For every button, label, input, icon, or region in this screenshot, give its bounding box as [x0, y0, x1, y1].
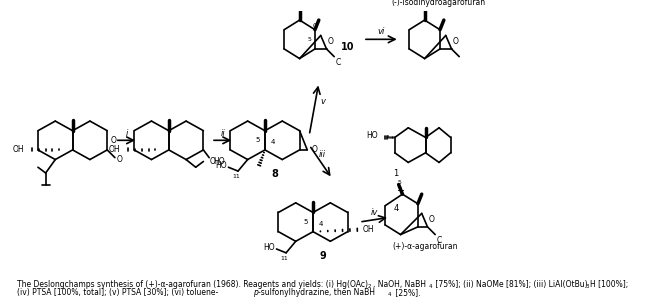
Text: 11: 11 — [232, 174, 240, 179]
Text: O: O — [117, 155, 123, 164]
Text: p: p — [254, 288, 258, 297]
Text: (-)-isodihydroagarofuran: (-)-isodihydroagarofuran — [391, 0, 485, 7]
Text: O: O — [428, 215, 434, 224]
Text: OH: OH — [109, 145, 121, 154]
Text: OH: OH — [363, 225, 375, 234]
Text: 4: 4 — [388, 292, 391, 297]
Text: 10: 10 — [341, 42, 355, 52]
Text: HO: HO — [263, 242, 275, 251]
Text: 4: 4 — [393, 204, 399, 213]
Text: C: C — [335, 58, 341, 67]
Text: 9: 9 — [319, 251, 326, 261]
Text: (+)-α-agarofuran: (+)-α-agarofuran — [393, 242, 458, 251]
Text: HO: HO — [213, 157, 225, 166]
Text: O: O — [209, 157, 215, 166]
Text: [75%]; (ii) NaOMe [81%]; (iii) LiAl(OtBu): [75%]; (ii) NaOMe [81%]; (iii) LiAl(OtBu… — [433, 280, 588, 289]
Text: [25%].: [25%]. — [393, 288, 420, 297]
Text: 4: 4 — [428, 284, 432, 289]
Text: 4: 4 — [270, 139, 275, 145]
Text: 3: 3 — [585, 284, 588, 289]
Text: 8: 8 — [271, 169, 278, 179]
Text: OH: OH — [13, 145, 24, 154]
Text: vi: vi — [378, 27, 385, 36]
Text: HO: HO — [215, 161, 227, 170]
Text: H [100%];: H [100%]; — [590, 280, 628, 289]
Text: +: + — [395, 186, 403, 196]
Text: O: O — [453, 37, 458, 46]
Text: C: C — [312, 23, 318, 29]
Text: HO: HO — [366, 131, 378, 140]
Text: O: O — [328, 37, 333, 46]
Text: C: C — [436, 236, 442, 245]
Text: iii: iii — [319, 150, 326, 159]
Text: 5: 5 — [255, 137, 260, 143]
Text: 2: 2 — [368, 284, 372, 289]
Text: ii: ii — [220, 129, 225, 138]
Text: 5: 5 — [307, 37, 311, 42]
Text: , NaOH, NaBH: , NaOH, NaBH — [373, 280, 426, 289]
Text: i: i — [125, 129, 128, 138]
Text: 5: 5 — [303, 219, 308, 225]
Text: O: O — [312, 145, 318, 154]
Text: 4: 4 — [318, 221, 323, 227]
Text: -sulfonylhydrazine, then NaBH: -sulfonylhydrazine, then NaBH — [258, 288, 375, 297]
Text: 5: 5 — [397, 180, 401, 185]
Text: v: v — [320, 97, 325, 106]
Text: (iv) PTSA [100%, total]; (v) PTSA [30%]; (vi) toluene-: (iv) PTSA [100%, total]; (v) PTSA [30%];… — [17, 288, 218, 297]
Text: iv: iv — [371, 208, 378, 217]
Text: O: O — [111, 136, 117, 145]
Text: 11: 11 — [280, 256, 288, 261]
Text: The Deslongchamps synthesis of (+)-α-agarofuran (1968). Reagents and yields: (i): The Deslongchamps synthesis of (+)-α-aga… — [17, 280, 368, 289]
Text: 1: 1 — [393, 170, 399, 179]
